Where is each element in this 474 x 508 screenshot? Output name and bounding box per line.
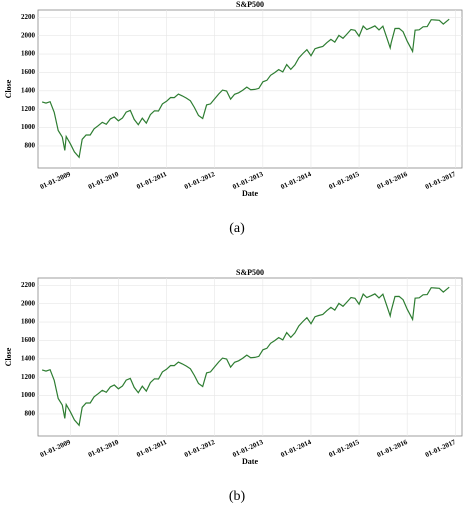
y-tick-label: 1600 [21,68,36,76]
y-tick-label: 1200 [21,105,36,113]
price-line [41,18,450,159]
y-tick-label: 1600 [21,336,36,344]
y-tick-label: 1800 [21,50,36,58]
x-tick-label: 01-01-2014 [279,170,312,191]
x-tick-label: 01-01-2017 [424,170,457,191]
y-tick-label: 1200 [21,373,36,381]
x-tick-label: 01-01-2011 [135,170,168,191]
x-tick-label: 01-01-2016 [376,170,409,191]
x-tick-label: 01-01-2012 [183,170,216,191]
caption: (b) [229,489,246,504]
chart-title: S&P500 [236,0,264,9]
chart-title: S&P500 [236,268,264,277]
x-tick-label: 01-01-2009 [39,170,72,191]
y-axis-label: Close [4,347,13,366]
x-tick-label: 01-01-2012 [183,438,216,459]
y-axis-label: Close [4,79,13,98]
x-tick-label: 01-01-2011 [135,438,168,459]
y-tick-label: 2000 [21,299,36,307]
x-tick-label: 01-01-2014 [279,438,312,459]
y-tick-label: 1000 [21,123,36,131]
x-tick-label: 01-01-2010 [87,438,120,459]
price-line [41,286,450,427]
y-tick-label: 800 [25,142,36,150]
y-tick-label: 1800 [21,318,36,326]
y-tick-label: 800 [25,410,36,418]
y-tick-label: 2200 [21,281,36,289]
y-tick-label: 1400 [21,86,36,94]
x-tick-label: 01-01-2015 [328,170,361,191]
x-tick-label: 01-01-2009 [39,438,72,459]
x-tick-label: 01-01-2017 [424,438,457,459]
y-tick-label: 1400 [21,354,36,362]
y-tick-label: 1000 [21,391,36,399]
y-tick-label: 2000 [21,31,36,39]
x-axis-label: Date [242,189,258,198]
caption: (a) [229,221,245,236]
y-tick-label: 2200 [21,13,36,21]
x-tick-label: 01-01-2010 [87,170,120,191]
x-tick-label: 01-01-2016 [376,438,409,459]
x-axis-label: Date [242,457,258,466]
x-tick-label: 01-01-2015 [328,438,361,459]
